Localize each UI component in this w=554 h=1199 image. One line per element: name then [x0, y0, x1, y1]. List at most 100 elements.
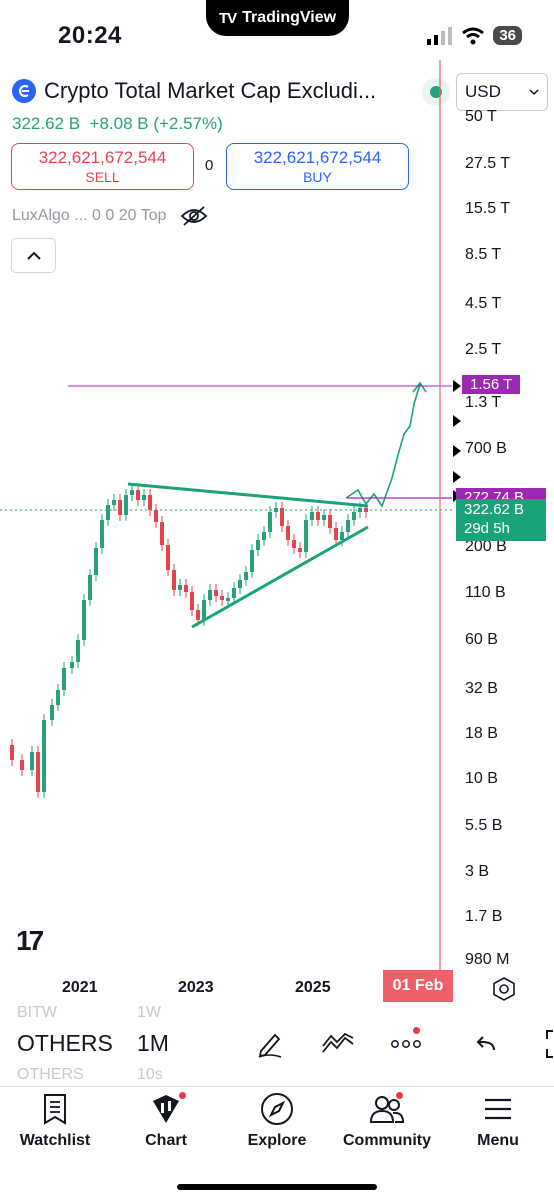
undo-button[interactable]	[468, 1026, 504, 1062]
candle-body	[94, 548, 98, 575]
timeframe-picker[interactable]: 1M	[137, 1030, 169, 1056]
price-axis-label: 1.3 T	[465, 394, 502, 411]
price-axis-label: 110 B	[465, 584, 506, 601]
candle-body	[328, 515, 332, 528]
candle-body	[310, 512, 314, 520]
tradingview-watermark-icon: 17	[16, 925, 44, 956]
fullscreen-icon	[546, 1030, 553, 1058]
watchlist-icon	[44, 1094, 66, 1125]
candle-body	[268, 512, 272, 532]
candle-body	[322, 515, 326, 520]
tab-menu[interactable]: Menu	[443, 1090, 553, 1150]
prev-timeframe[interactable]: 1W	[137, 1004, 161, 1021]
price-axis-label: 5.5 B	[465, 817, 503, 834]
tab-community[interactable]: Community	[332, 1090, 442, 1150]
candle-body	[298, 548, 302, 552]
notification-dot	[413, 1027, 420, 1034]
candle-body	[346, 520, 350, 532]
upper-trendline	[127, 482, 369, 508]
status-time: 20:24	[58, 22, 122, 49]
candle-body	[184, 585, 188, 592]
buy-button[interactable]: 322,621,672,544 BUY	[226, 143, 409, 190]
hamburger-menu-icon	[485, 1098, 511, 1120]
drawing-tool-button[interactable]	[252, 1026, 288, 1062]
chart-area[interactable]: 50 T 27.5 T 15.5 T 8.5 T 4.5 T 2.5 T 1.3 T 700 …	[0, 0, 554, 1010]
price-axis-label: 3 B	[465, 863, 490, 880]
price-axis-label: 2.5 T	[465, 341, 502, 358]
symbol-title[interactable]: Crypto Total Market Cap Excludi...	[44, 78, 377, 103]
candle-body	[30, 752, 34, 770]
tab-watchlist[interactable]: Watchlist	[0, 1090, 110, 1150]
candle-body	[130, 490, 134, 495]
app-indicator-pill: TV TradingView	[206, 0, 349, 36]
prev-symbol[interactable]: BITW	[17, 1004, 57, 1021]
current-price-value: 322.62 B	[464, 501, 525, 518]
candle-body	[42, 720, 46, 792]
notification-dot	[396, 1092, 403, 1099]
candle-body	[50, 705, 54, 720]
collapse-legend-button[interactable]	[11, 238, 56, 273]
price-axis-label: 4.5 T	[465, 295, 502, 312]
symbol-picker[interactable]: OTHERS	[17, 1030, 113, 1056]
sell-label: SELL	[85, 169, 120, 185]
next-symbol[interactable]: OTHERS	[17, 1066, 84, 1083]
candle-body	[154, 510, 158, 522]
currency-select[interactable]: USD	[456, 73, 548, 111]
symbol-header[interactable]: Crypto Total Market Cap Excludi...	[12, 78, 450, 106]
candle-body	[334, 528, 338, 540]
indicators-icon	[322, 1032, 354, 1053]
candle-body	[292, 540, 296, 548]
projection-path	[345, 383, 421, 508]
buy-label: BUY	[303, 169, 332, 185]
candle-body	[118, 500, 122, 515]
candle-body	[202, 600, 206, 620]
tab-watchlist-label: Watchlist	[19, 1132, 91, 1149]
candle-body	[20, 760, 24, 770]
undo-icon	[476, 1036, 495, 1051]
chart-canvas[interactable]	[0, 0, 554, 1010]
candle-body	[244, 572, 248, 580]
notification-dot	[179, 1092, 186, 1099]
signal-icon	[427, 26, 453, 45]
price-axis-label: 1.7 B	[465, 908, 503, 925]
candle-body	[166, 545, 170, 570]
tab-chart[interactable]: Chart	[111, 1090, 221, 1150]
chart-settings-icon[interactable]	[490, 975, 518, 1003]
candle-body	[316, 512, 320, 520]
alert-marker-icon	[453, 415, 461, 427]
projection-arrowhead	[412, 381, 427, 393]
candle-body	[82, 600, 86, 640]
candle-body	[220, 596, 224, 600]
indicator-legend[interactable]: LuxAlgo ... 0 0 20 Top	[12, 205, 208, 227]
tab-explore[interactable]: Explore	[222, 1090, 332, 1150]
indicators-button[interactable]	[320, 1026, 356, 1062]
fullscreen-button[interactable]	[532, 1026, 554, 1062]
bar-countdown: 29d 5h	[464, 520, 510, 537]
sell-button[interactable]: 322,621,672,544 SELL	[11, 143, 194, 190]
price-change: +8.08 B (+2.57%)	[89, 114, 223, 133]
candle-body	[190, 592, 194, 610]
candle-body	[62, 668, 66, 690]
lower-trendline	[191, 525, 369, 629]
eye-off-icon[interactable]	[180, 205, 208, 227]
alert-marker-icon	[453, 445, 461, 457]
buy-value: 322,621,672,544	[253, 148, 382, 167]
time-label-2025: 2025	[295, 979, 331, 996]
last-price: 322.62 B	[12, 114, 81, 133]
chevron-down-icon	[529, 89, 539, 96]
candle-body	[178, 585, 182, 590]
candle-body	[172, 570, 176, 590]
symbol-logo-icon	[12, 79, 36, 103]
cursor-date-tag: 01 Feb	[383, 970, 453, 1002]
candle-body	[226, 598, 230, 601]
tab-chart-label: Chart	[145, 1132, 187, 1149]
tab-menu-label: Menu	[477, 1132, 519, 1149]
more-options-button[interactable]	[388, 1026, 424, 1062]
price-change-line: 322.62 B +8.08 B (+2.57%)	[12, 114, 223, 134]
next-timeframe[interactable]: 10s	[137, 1066, 163, 1083]
target-marker-icon	[453, 380, 461, 392]
price-axis-label: 50 T	[465, 108, 497, 125]
candle-body	[76, 640, 80, 662]
candle-body	[106, 505, 110, 520]
tab-explore-label: Explore	[247, 1132, 307, 1149]
